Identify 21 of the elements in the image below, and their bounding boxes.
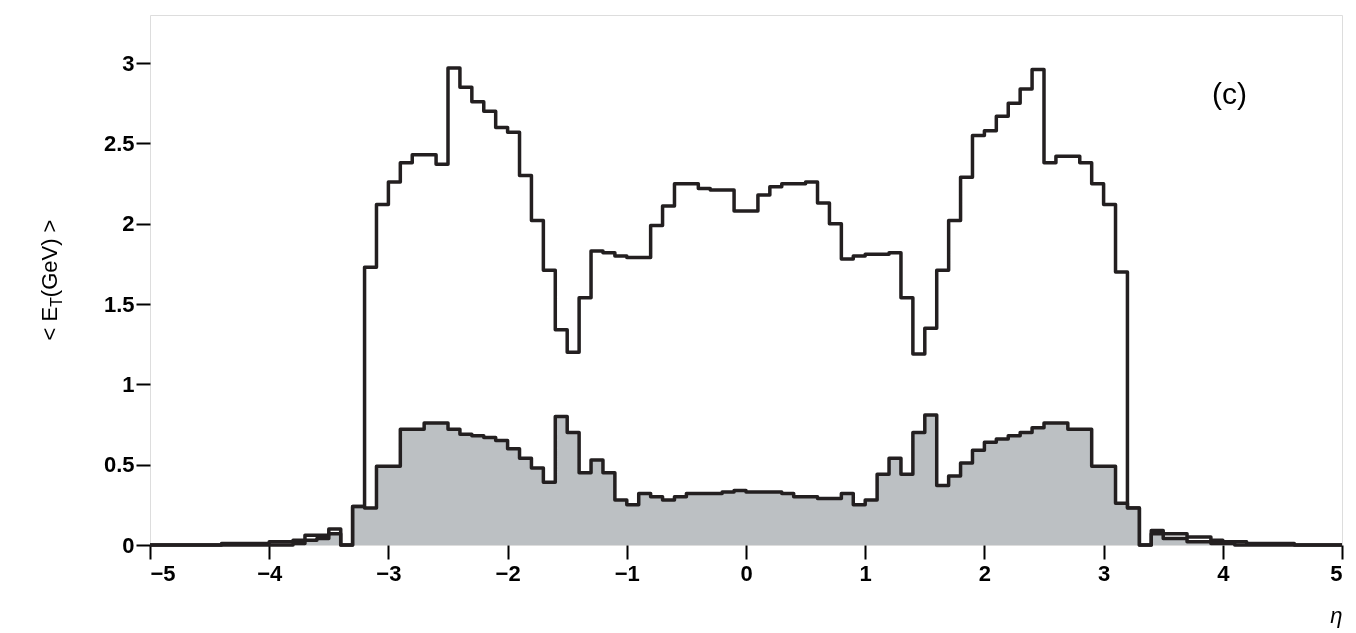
- x-tick-label: 3: [1097, 560, 1111, 586]
- y-axis-title: < ET(GeV) >: [37, 219, 65, 341]
- x-tick-label: −3: [376, 560, 402, 586]
- y-tick-label: 0.5: [103, 452, 135, 478]
- x-tick-label: 4: [1217, 560, 1231, 586]
- x-axis-title: η: [1330, 602, 1343, 628]
- y-tick-label: 0: [122, 532, 135, 558]
- x-tick-label: −4: [257, 560, 283, 586]
- y-tick-label: 1.5: [103, 291, 135, 317]
- x-tick-label: −2: [495, 560, 521, 586]
- y-tick-label: 2.5: [103, 130, 135, 156]
- x-tick-label: 5: [1330, 560, 1343, 586]
- x-tick-label: −1: [614, 560, 640, 586]
- annotation: (c): [1212, 77, 1247, 110]
- x-tick-label: 0: [740, 560, 753, 586]
- x-tick-label: −5: [150, 560, 176, 586]
- y-tick-label: 1: [122, 371, 135, 397]
- y-tick-label: 2: [122, 211, 135, 237]
- x-tick-label: 1: [859, 560, 872, 586]
- y-tick-label: 3: [122, 50, 135, 76]
- x-tick-label: 2: [978, 560, 992, 586]
